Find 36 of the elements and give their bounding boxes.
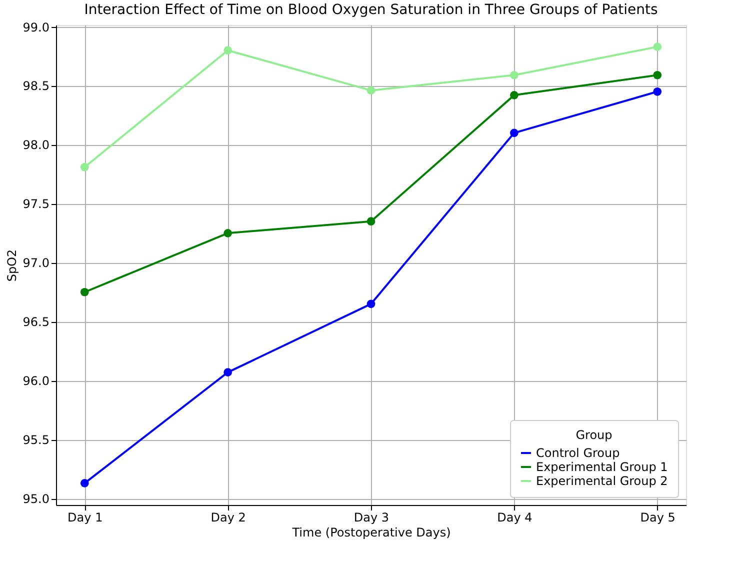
x-tick-label: Day 2 [210, 510, 246, 524]
x-axis-title: Time (Postoperative Days) [291, 526, 451, 540]
y-tick-label: 95.0 [22, 492, 50, 506]
y-tick-label: 95.5 [22, 433, 50, 448]
y-tick-label: 96.5 [22, 315, 50, 330]
point [366, 86, 376, 95]
legend-label: Experimental Group 2 [536, 474, 668, 488]
y-tick-label: 97.0 [22, 256, 50, 270]
y-tick-label: 97.5 [22, 197, 50, 212]
legend-label: Control Group [536, 446, 620, 460]
y-tick-label: 98.5 [22, 79, 50, 94]
y-tick-label: 99.0 [22, 20, 50, 34]
point [653, 87, 662, 96]
point [510, 90, 518, 100]
legend-title: Group [576, 428, 612, 442]
x-tick-label: Day 4 [497, 510, 532, 524]
legend-label: Experimental Group 1 [536, 460, 668, 474]
chart-title: Interaction Effect of Time on Blood Oxygen Saturation in Three Groups of Patients [84, 2, 658, 18]
point [366, 300, 376, 308]
point [224, 228, 232, 238]
point [80, 162, 89, 172]
point [80, 288, 89, 296]
x-tick-label: Day 5 [640, 510, 676, 524]
point [653, 70, 662, 80]
point [653, 42, 662, 51]
point [510, 70, 518, 80]
y-tick-label: 96.0 [22, 374, 50, 388]
point [80, 479, 89, 488]
point [366, 217, 376, 226]
y-tick-label: 98.0 [22, 138, 50, 152]
point [224, 368, 232, 376]
point [510, 128, 518, 138]
x-tick-label: Day 1 [68, 510, 103, 524]
point [224, 46, 232, 55]
x-tick-label: Day 3 [354, 510, 390, 524]
y-axis-title: SpO2 [4, 249, 19, 282]
